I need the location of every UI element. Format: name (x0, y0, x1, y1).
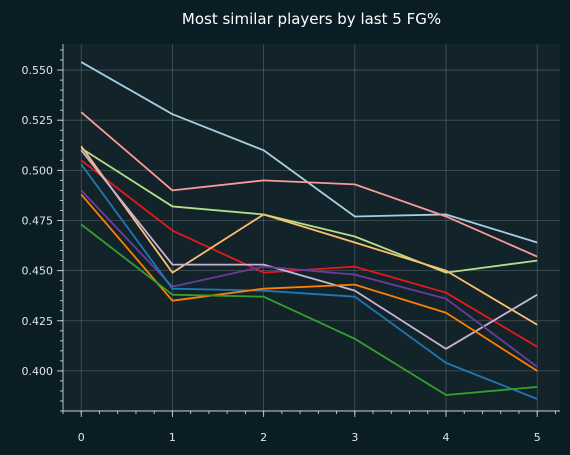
x-tick-label: 2 (260, 431, 267, 444)
y-tick-label: 0.500 (22, 164, 54, 177)
series-line-1 (80, 61, 538, 244)
x-tick-label: 1 (169, 431, 176, 444)
x-tick-label: 5 (534, 431, 541, 444)
y-tick-label: 0.550 (22, 64, 54, 77)
x-tick-label: 3 (351, 431, 358, 444)
series-line-7 (80, 189, 538, 368)
x-tick-label: 4 (443, 431, 450, 444)
series-line-2 (80, 111, 538, 258)
series-lines (80, 61, 538, 400)
y-tick-label: 0.425 (22, 315, 54, 328)
plot-area (63, 44, 560, 411)
x-tick-label: 0 (78, 431, 85, 444)
series-line-8 (80, 163, 538, 400)
axes: 0.400 0.425 0.450 0.475 0.500 0.525 0.550 0 1 2 3 4… (22, 44, 560, 444)
series-line-5 (80, 145, 538, 326)
series-line-10 (80, 223, 538, 396)
y-tick-label: 0.525 (22, 114, 54, 127)
y-tick-label: 0.475 (22, 214, 54, 227)
y-tick-label: 0.400 (22, 365, 54, 378)
y-tick-label: 0.450 (22, 265, 54, 278)
series-line-6 (80, 149, 538, 350)
series-line-3 (80, 147, 538, 274)
series-line-4 (80, 159, 538, 348)
chart-title: Most similar players by last 5 FG% (182, 10, 441, 28)
